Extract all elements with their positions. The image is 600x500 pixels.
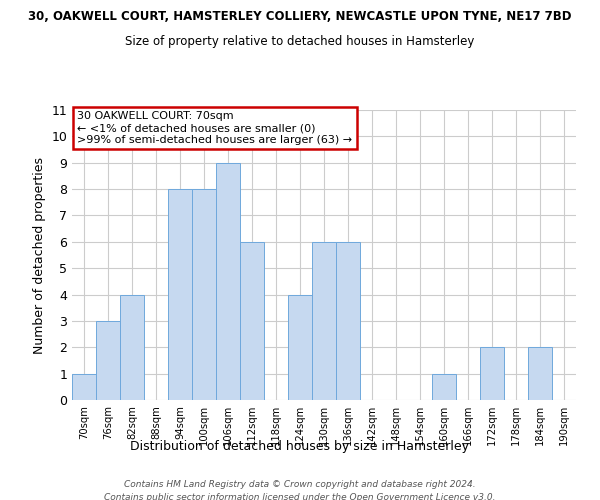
Bar (168, 189, 192, 400)
Y-axis label: Number of detached properties: Number of detached properties (33, 156, 46, 354)
Bar (72, 374, 96, 400)
Bar (192, 189, 216, 400)
Text: Contains HM Land Registry data © Crown copyright and database right 2024.: Contains HM Land Registry data © Crown c… (124, 480, 476, 489)
Bar (528, 348, 552, 400)
Text: Contains public sector information licensed under the Open Government Licence v3: Contains public sector information licen… (104, 492, 496, 500)
Bar (432, 374, 456, 400)
Bar (120, 294, 144, 400)
Text: Size of property relative to detached houses in Hamsterley: Size of property relative to detached ho… (125, 35, 475, 48)
Text: 30 OAKWELL COURT: 70sqm
← <1% of detached houses are smaller (0)
>99% of semi-de: 30 OAKWELL COURT: 70sqm ← <1% of detache… (77, 112, 352, 144)
Bar (96, 321, 120, 400)
Text: 30, OAKWELL COURT, HAMSTERLEY COLLIERY, NEWCASTLE UPON TYNE, NE17 7BD: 30, OAKWELL COURT, HAMSTERLEY COLLIERY, … (28, 10, 572, 23)
Bar (216, 162, 240, 400)
Bar (336, 242, 360, 400)
Bar (312, 242, 336, 400)
Bar (288, 294, 312, 400)
Bar (480, 348, 504, 400)
Bar (240, 242, 264, 400)
Text: Distribution of detached houses by size in Hamsterley: Distribution of detached houses by size … (131, 440, 470, 453)
